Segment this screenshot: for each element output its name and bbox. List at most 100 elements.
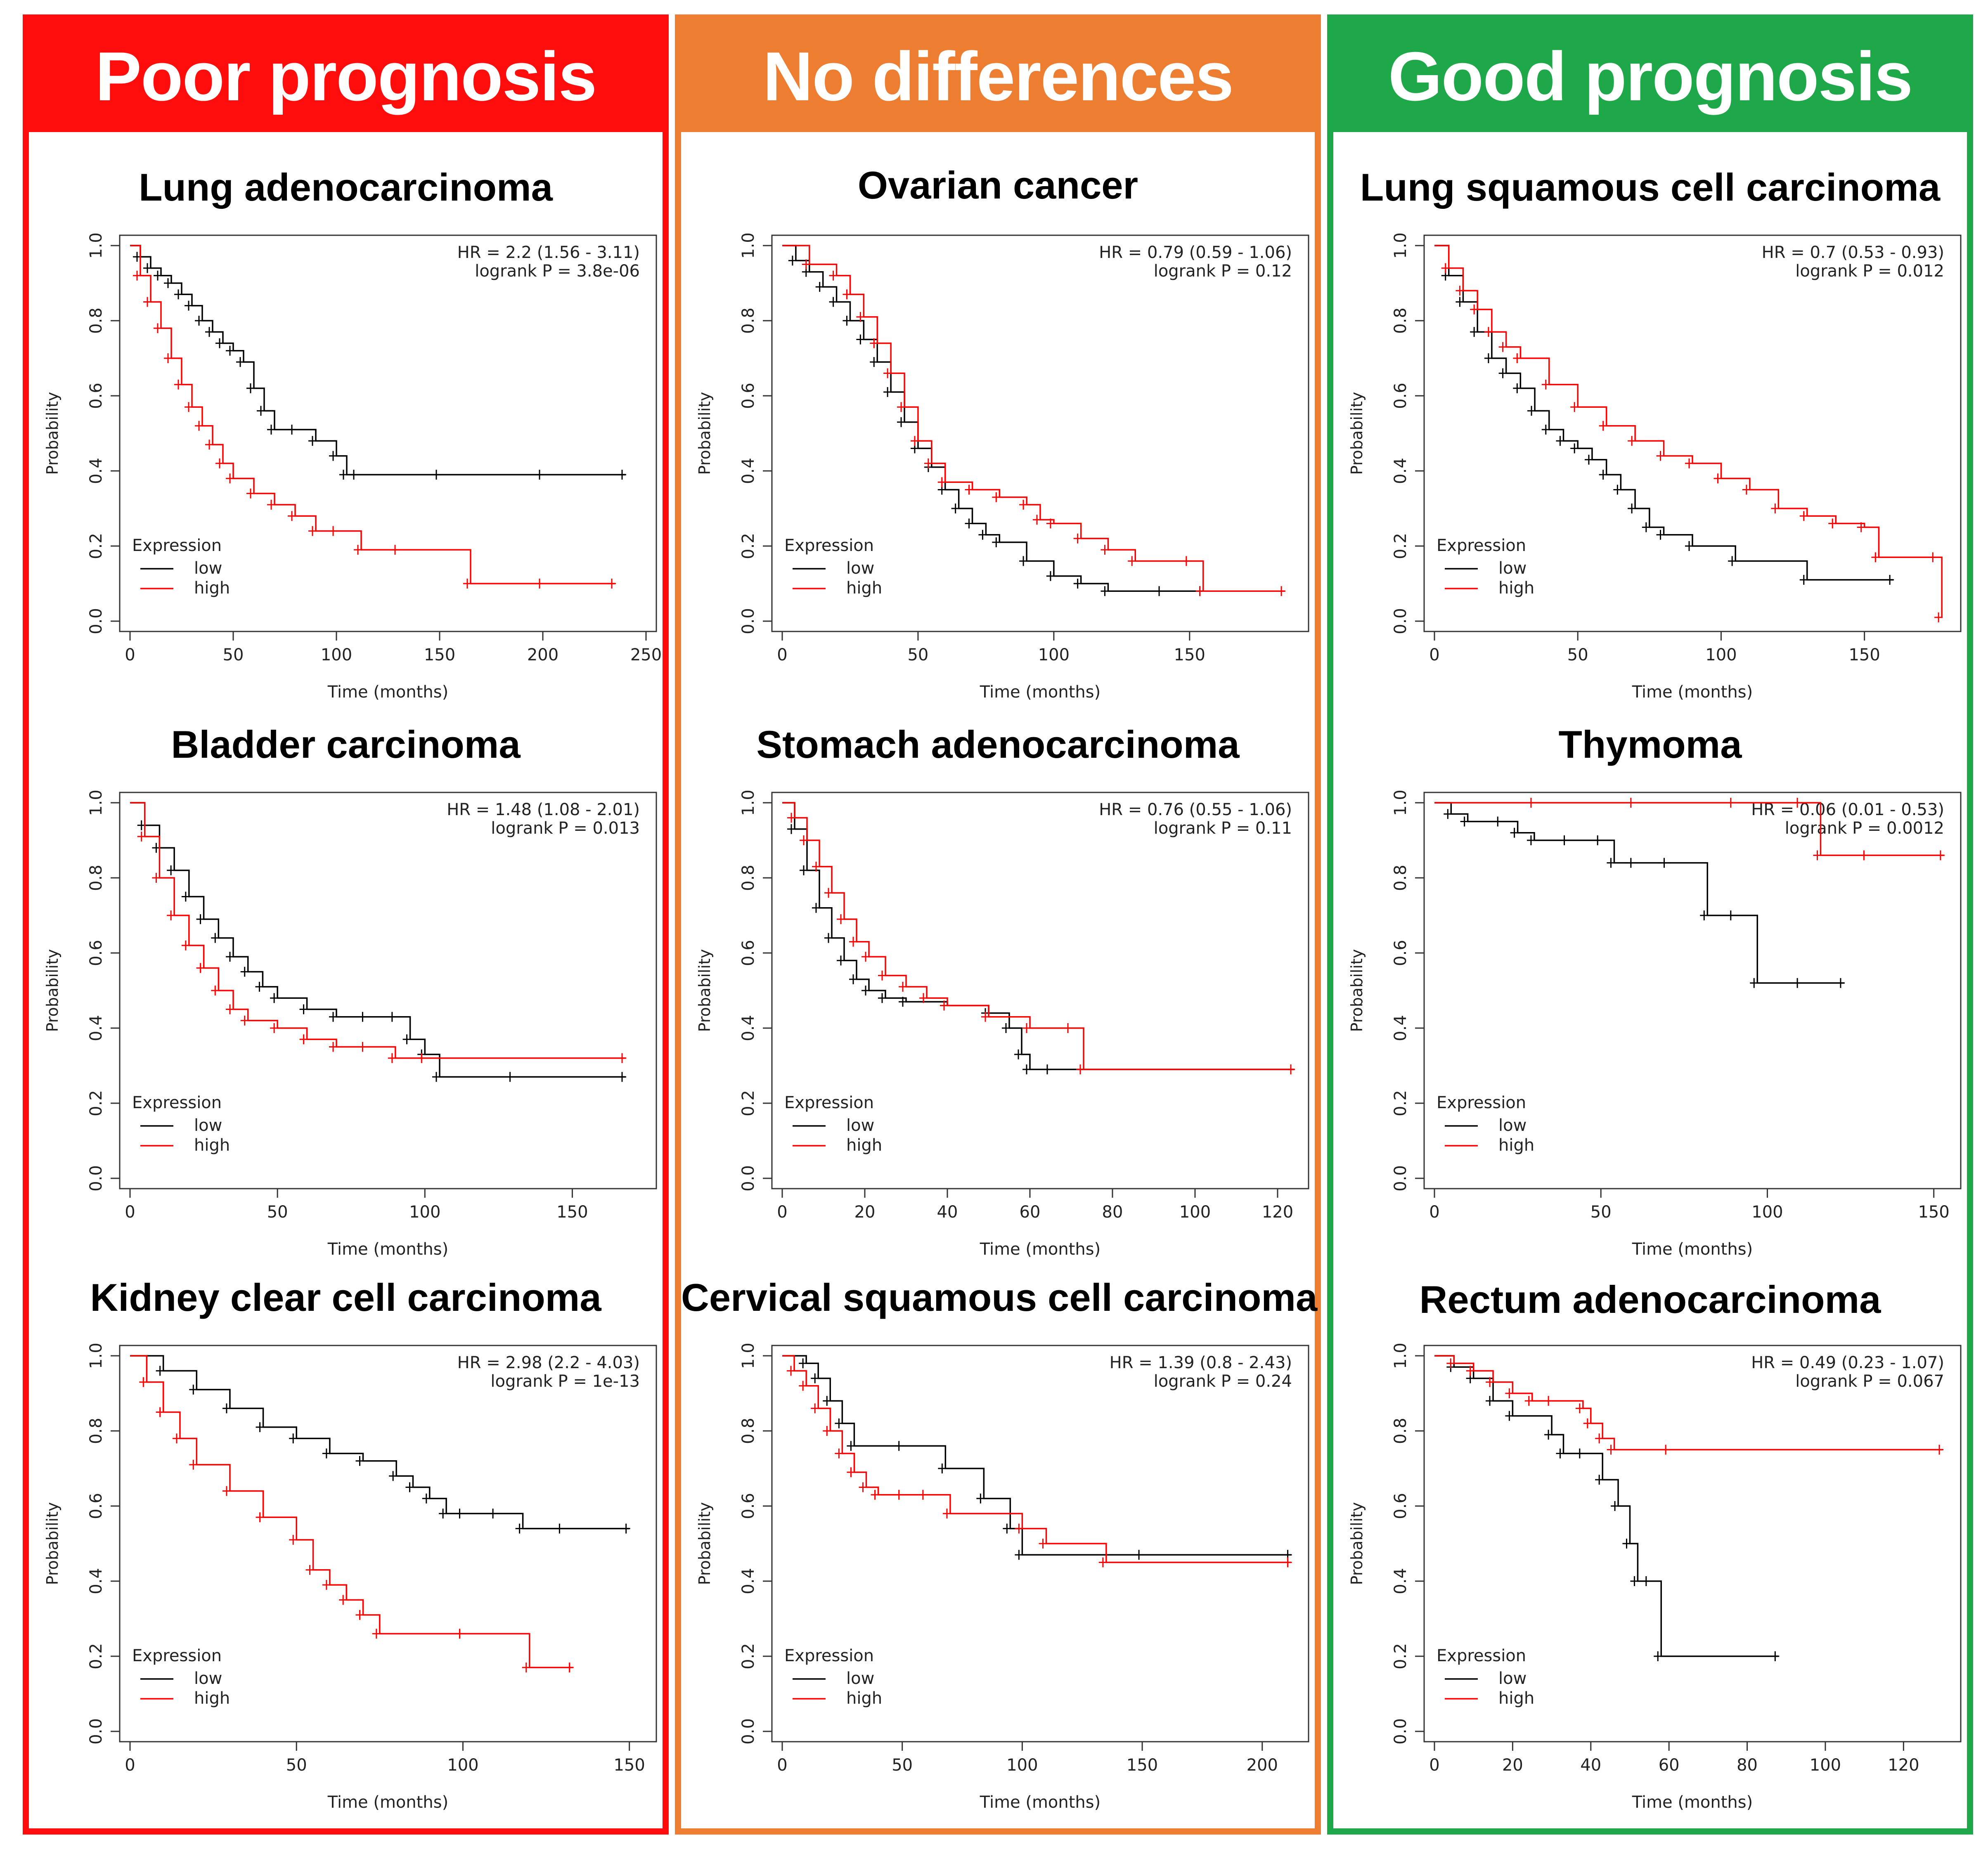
y-tick-label: 0.0	[739, 608, 758, 634]
censor-mark-low	[992, 537, 1001, 547]
censor-mark-high	[918, 1490, 927, 1500]
y-tick-label: 0.4	[87, 458, 106, 484]
censor-mark-high	[1073, 533, 1082, 544]
logrank-p: logrank P = 0.012	[1795, 262, 1944, 281]
censor-mark-high	[305, 1565, 314, 1575]
censor-mark-low	[951, 504, 960, 513]
censor-mark-low	[489, 1509, 497, 1519]
censor-mark-low	[299, 1004, 308, 1014]
x-tick-label: 80	[1737, 1756, 1758, 1775]
x-tick-label: 250	[630, 645, 662, 664]
censor-mark-low	[1505, 1411, 1514, 1421]
x-tick-label: 60	[1020, 1203, 1041, 1222]
censor-mark-low	[432, 1072, 440, 1082]
x-tick-label: 40	[937, 1203, 958, 1222]
censor-mark-high	[1076, 1064, 1084, 1075]
censor-mark-high	[565, 1662, 574, 1673]
censor-mark-high	[849, 936, 857, 947]
censor-mark-high	[270, 1023, 279, 1033]
censor-mark-high	[1628, 436, 1636, 446]
censor-mark-high	[1456, 286, 1464, 296]
chart-title: Cervical squamous cell carcinoma	[681, 1276, 1318, 1319]
legend-title: Expression	[784, 1093, 874, 1112]
legend-title: Expression	[132, 536, 222, 555]
censor-mark-high	[870, 338, 878, 348]
censor-mark-high	[1505, 1388, 1514, 1398]
plot-frame	[119, 234, 657, 632]
legend-label-low: low	[1498, 559, 1526, 578]
censor-mark-high	[388, 1053, 396, 1063]
km-curve-low	[130, 245, 625, 475]
hazard-ratio: HR = 0.7 (0.53 - 0.93)	[1762, 243, 1944, 262]
km-curve-high	[130, 1355, 573, 1669]
censor-mark-high	[1484, 327, 1493, 337]
censor-mark-high	[811, 1403, 819, 1414]
censor-mark-low	[861, 986, 870, 995]
censor-mark-high	[1100, 545, 1109, 555]
censor-mark-high	[843, 289, 851, 300]
x-axis-label: Time (months)	[980, 683, 1100, 702]
logrank-p: logrank P = 0.013	[491, 819, 640, 838]
censor-mark-low	[1510, 828, 1519, 838]
logrank-p: logrank P = 3.8e-06	[475, 262, 640, 281]
censor-mark-low	[1456, 297, 1464, 307]
chart-title: Thymoma	[1558, 723, 1742, 766]
censor-mark-high	[847, 1467, 855, 1478]
poor-prognosis-column: Poor prognosis	[23, 14, 669, 1835]
x-tick-label: 50	[267, 1203, 288, 1222]
censor-mark-low	[1019, 556, 1028, 566]
censor-mark-high	[787, 1366, 795, 1376]
censor-mark-high	[1771, 504, 1780, 513]
x-tick-label: 20	[854, 1203, 876, 1222]
censor-mark-high	[1498, 342, 1507, 352]
censor-mark-low	[1728, 556, 1737, 566]
censor-mark-high	[152, 873, 161, 883]
plot-frame	[771, 1345, 1309, 1743]
censor-mark-low	[1654, 1651, 1662, 1661]
censor-mark-low	[1593, 835, 1602, 845]
good-prognosis-header: Good prognosis	[1333, 21, 1967, 132]
x-tick-label: 200	[1247, 1756, 1278, 1775]
censor-mark-low	[181, 891, 190, 902]
x-axis-label: Time (months)	[327, 1240, 448, 1259]
plot-frame	[1423, 1345, 1962, 1743]
km-panel-rectum-adenocarcinoma: Rectum adenocarcinoma 0 20 40 60 80 100 120 0.0…	[1333, 1242, 1967, 1820]
censor-mark-low	[1526, 835, 1535, 845]
censor-mark-high	[240, 1015, 249, 1026]
censor-mark-high	[181, 940, 190, 951]
y-tick-label: 1.0	[87, 232, 106, 259]
y-tick-label: 0.8	[1391, 307, 1410, 334]
x-tick-label: 50	[1567, 645, 1588, 664]
y-tick-label: 0.6	[739, 940, 758, 966]
censor-mark-low	[938, 1464, 947, 1473]
x-tick-label: 50	[286, 1756, 307, 1775]
km-plot: 0 50 100 150 0.0 0.2 0.4 0.6 0.8 1.0 Time (months)…	[1348, 790, 1962, 1259]
censor-mark-high	[1466, 1366, 1474, 1376]
censor-mark-low	[1527, 406, 1536, 416]
censor-mark-high	[1656, 451, 1665, 461]
censor-mark-low	[837, 955, 845, 966]
censor-mark-low	[255, 981, 264, 992]
x-tick-label: 150	[613, 1756, 645, 1775]
y-tick-label: 0.6	[1391, 940, 1410, 966]
legend-title: Expression	[1437, 1646, 1526, 1665]
y-tick-label: 0.2	[1391, 533, 1410, 559]
censor-mark-low	[1073, 579, 1082, 589]
censor-mark-low	[246, 383, 255, 393]
legend-label-low: low	[194, 559, 222, 578]
censor-mark-high	[1713, 473, 1722, 484]
censor-mark-high	[1513, 353, 1522, 363]
x-tick-label: 150	[424, 645, 455, 664]
y-tick-label: 1.0	[1391, 1343, 1410, 1369]
y-tick-label: 0.4	[1391, 1568, 1410, 1594]
no-differences-column: No differences	[675, 14, 1321, 1835]
censor-mark-low	[787, 824, 795, 834]
censor-mark-low	[965, 518, 973, 529]
censor-mark-high	[463, 579, 471, 589]
censor-mark-low	[1014, 1049, 1022, 1059]
km-plot: 0 50 100 150 200 250 0.0 0.2 0.4 0.6 0.8 1.0 Time (m…	[43, 232, 662, 702]
y-tick-label: 0.0	[739, 1718, 758, 1745]
y-tick-label: 0.4	[739, 1568, 758, 1594]
y-tick-label: 0.6	[87, 383, 106, 409]
no-differences-header: No differences	[681, 21, 1315, 132]
